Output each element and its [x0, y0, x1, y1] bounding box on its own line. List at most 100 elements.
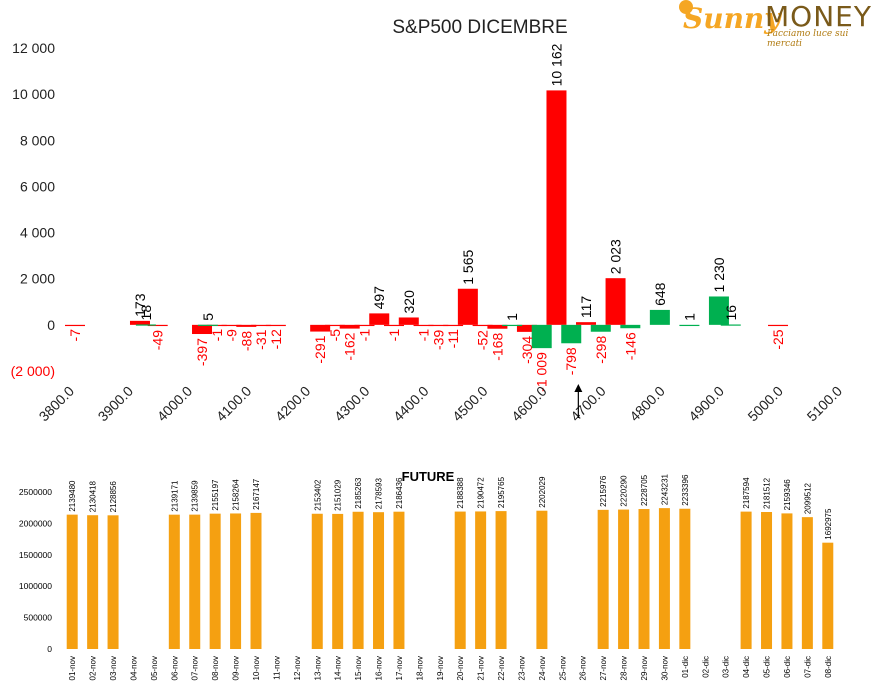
top-data-label: -291: [312, 335, 328, 363]
future-bar: [658, 508, 670, 649]
future-bar: [475, 511, 487, 649]
top-data-label: 648: [652, 282, 668, 306]
top-data-label: -304: [519, 336, 535, 364]
top-bar: [649, 309, 670, 325]
future-bar: [618, 509, 630, 649]
top-data-label: -5: [327, 329, 343, 342]
top-x-axis: 3800.0 3900.0 4000.0 4100.0 4200.0 4300.0 4400…: [36, 383, 846, 425]
future-bar: [679, 508, 691, 649]
future-date-label: 20-nov: [456, 656, 465, 680]
future-bar: [332, 513, 344, 649]
top-data-label: -25: [770, 329, 786, 349]
future-date-label: 04-dic: [742, 656, 751, 678]
top-bar: [236, 324, 257, 327]
top-bar: [197, 324, 218, 326]
top-data-label: 1 565: [460, 250, 476, 285]
top-data-label: 1: [681, 313, 697, 321]
future-value-label: 2187594: [742, 477, 751, 509]
top-data-label: -162: [342, 332, 358, 360]
top-x-tick-label: 4400.0: [390, 383, 432, 425]
future-value-label: 2243231: [660, 473, 669, 505]
top-bar: [251, 324, 272, 327]
top-bar: [720, 324, 741, 326]
future-date-label: 05-nov: [150, 656, 159, 680]
top-data-label: 1: [504, 313, 520, 321]
future-bar: [87, 515, 99, 649]
future-date-label: 09-nov: [232, 656, 241, 680]
top-bar: [369, 313, 390, 325]
future-value-label: 2099512: [803, 482, 812, 514]
top-data-label: -7: [67, 329, 83, 342]
future-date-label: 16-nov: [375, 656, 384, 680]
bottom-y-tick-label: 1000000: [19, 581, 52, 591]
bottom-bars: 2139480 2130418 2128856 2139171 2139859 21551…: [66, 473, 834, 649]
top-data-label: -52: [475, 330, 491, 350]
top-data-label: 497: [371, 286, 387, 310]
future-date-label: 14-nov: [334, 656, 343, 680]
top-bar: [147, 324, 168, 327]
logo-tagline: Facciamo luce sui mercati: [767, 29, 849, 49]
bottom-x-axis: 01-nov 02-nov 03-nov 04-nov 05-nov 06-nov 07-n…: [68, 656, 833, 680]
top-bar: [502, 324, 523, 327]
top-x-tick-label: 4700.0: [567, 383, 609, 425]
future-bar: [352, 511, 364, 649]
options-open-interest-chart: S&P500 DICEMBRE (2 000) 0 2 000 4 000 6 000 8…: [11, 17, 846, 425]
top-y-tick-label: 2 000: [20, 271, 55, 287]
top-bar: [679, 324, 700, 327]
future-volume-chart: FUTURE 0 500000 1000000 1500000 2000000 25000…: [19, 469, 834, 680]
top-x-tick-label: 4000.0: [154, 383, 196, 425]
top-x-tick-label: 5100.0: [804, 383, 846, 425]
top-x-tick-label: 3900.0: [95, 383, 137, 425]
logo-brand-2: MONEY: [765, 0, 872, 33]
future-date-label: 13-nov: [313, 656, 322, 680]
future-value-label: 2228705: [640, 474, 649, 506]
future-bar: [597, 509, 609, 649]
future-value-label: 2139171: [170, 480, 179, 512]
future-bar: [761, 512, 773, 649]
top-y-tick-label: (2 000): [11, 363, 55, 379]
top-bar: [457, 288, 478, 325]
top-data-label: -1: [356, 329, 372, 342]
bottom-y-tick-label: 2000000: [19, 518, 52, 528]
future-value-label: 2153402: [313, 479, 322, 511]
future-date-label: 11-nov: [272, 656, 281, 680]
future-date-label: 26-nov: [579, 656, 588, 680]
top-bar: [428, 324, 449, 327]
top-x-tick-label: 4200.0: [272, 383, 314, 425]
bottom-y-tick-label: 0: [47, 644, 52, 654]
sunny-money-logo: Sunny MONEY Facciamo luce sui mercati: [679, 0, 883, 49]
future-bar: [168, 514, 180, 649]
future-date-label: 18-nov: [415, 656, 424, 680]
future-value-label: 2220290: [620, 475, 629, 507]
future-date-label: 21-nov: [477, 656, 486, 680]
bottom-y-tick-label: 1500000: [19, 550, 52, 560]
future-bar: [454, 511, 466, 649]
future-value-label: 2130418: [89, 481, 98, 513]
future-value-label: 2186436: [395, 477, 404, 509]
future-value-label: 2178593: [375, 477, 384, 509]
future-date-label: 12-nov: [293, 656, 302, 680]
future-bar: [638, 509, 650, 649]
top-y-tick-label: 0: [47, 317, 55, 333]
top-data-label: -798: [563, 347, 579, 375]
top-data-label: -31: [253, 329, 269, 349]
future-date-label: 04-nov: [129, 656, 138, 680]
top-data-label: -12: [268, 329, 284, 349]
top-bar: [472, 324, 493, 327]
future-value-label: 2185263: [354, 477, 363, 509]
future-bar: [107, 515, 119, 649]
top-bar: [768, 324, 789, 327]
top-x-tick-label: 4900.0: [685, 383, 727, 425]
future-value-label: 2181512: [763, 477, 772, 509]
future-date-label: 01-dic: [681, 656, 690, 678]
future-bar: [66, 514, 78, 649]
top-data-label: -1: [209, 329, 225, 342]
future-bar: [209, 513, 221, 649]
top-bar: [708, 296, 729, 325]
future-value-label: 2202029: [538, 476, 547, 508]
top-data-label: 173: [132, 293, 148, 317]
top-data-label: -39: [430, 330, 446, 350]
future-date-label: 07-dic: [803, 656, 812, 678]
future-bar: [311, 513, 323, 649]
bottom-y-tick-label: 500000: [24, 613, 53, 623]
